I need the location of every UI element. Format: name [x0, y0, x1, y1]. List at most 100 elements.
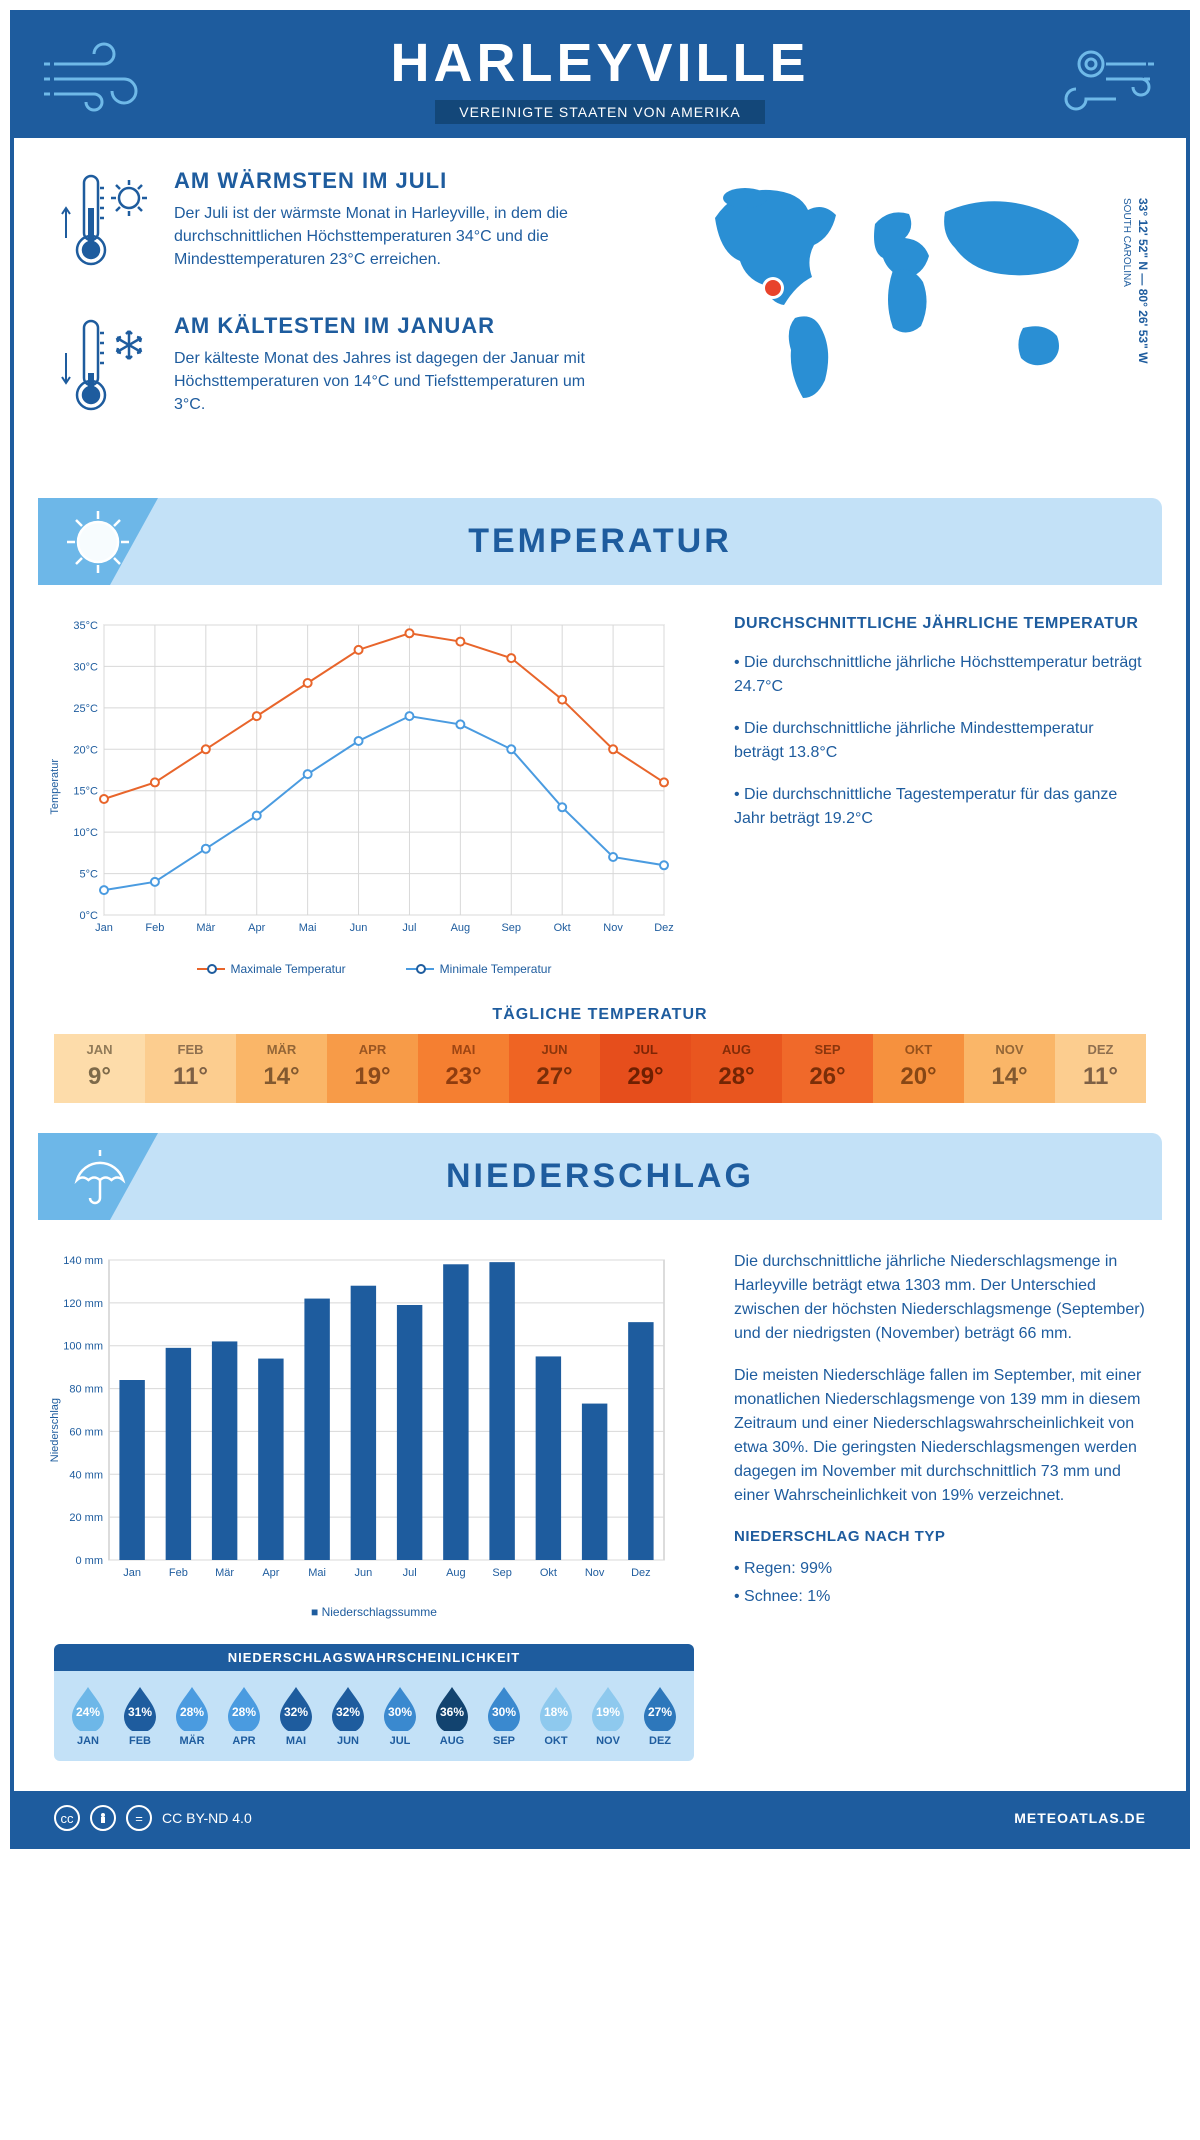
intro-section: AM WÄRMSTEN IM JULI Der Juli ist der wär…	[14, 138, 1186, 478]
svg-text:Feb: Feb	[169, 1567, 188, 1579]
footer: cc = CC BY-ND 4.0 METEOATLAS.DE	[14, 1791, 1186, 1845]
svg-text:0°C: 0°C	[80, 910, 99, 922]
svg-text:100 mm: 100 mm	[63, 1341, 103, 1353]
temperature-title: TEMPERATUR	[38, 522, 1162, 561]
svg-text:Dez: Dez	[631, 1567, 651, 1579]
prob-cell: 30%JUL	[374, 1683, 426, 1747]
svg-text:Aug: Aug	[446, 1567, 466, 1579]
svg-text:Nov: Nov	[603, 922, 623, 934]
svg-text:Sep: Sep	[501, 922, 521, 934]
wind-icon-right	[1036, 34, 1156, 119]
svg-text:Dez: Dez	[654, 922, 674, 934]
svg-text:Jul: Jul	[402, 922, 416, 934]
precipitation-probability-box: NIEDERSCHLAGSWAHRSCHEINLICHKEIT 24%JAN31…	[54, 1644, 694, 1761]
svg-text:10°C: 10°C	[73, 827, 98, 839]
prob-cell: 24%JAN	[62, 1683, 114, 1747]
temperature-stats: DURCHSCHNITTLICHE JÄHRLICHE TEMPERATUR •…	[734, 615, 1146, 976]
svg-text:Jun: Jun	[355, 1567, 373, 1579]
thermometer-sun-icon	[54, 168, 154, 283]
svg-text:5°C: 5°C	[80, 869, 99, 881]
svg-text:25°C: 25°C	[73, 703, 98, 715]
city-title: HARLEYVILLE	[14, 32, 1186, 94]
warmest-text: Der Juli ist der wärmste Monat in Harley…	[174, 202, 614, 272]
prob-cell: 31%FEB	[114, 1683, 166, 1747]
daily-temperature-title: TÄGLICHE TEMPERATUR	[14, 1006, 1186, 1024]
daily-cell: SEP26°	[782, 1034, 873, 1103]
svg-text:0 mm: 0 mm	[76, 1555, 104, 1567]
prob-cell: 36%AUG	[426, 1683, 478, 1747]
svg-text:Jan: Jan	[95, 922, 113, 934]
daily-cell: FEB11°	[145, 1034, 236, 1103]
precipitation-bar-chart: Niederschlag 0 mm20 mm40 mm60 mm80 mm100…	[54, 1250, 694, 1619]
coldest-text: Der kälteste Monat des Jahres ist dagege…	[174, 347, 614, 417]
precipitation-section-header: NIEDERSCHLAG	[38, 1133, 1162, 1220]
stat-line: • Die durchschnittliche jährliche Höchst…	[734, 651, 1146, 699]
svg-text:20 mm: 20 mm	[69, 1512, 103, 1524]
site-name: METEOATLAS.DE	[1014, 1810, 1146, 1826]
warmest-block: AM WÄRMSTEN IM JULI Der Juli ist der wär…	[54, 168, 614, 283]
license: cc = CC BY-ND 4.0	[54, 1805, 252, 1831]
precipitation-legend: Niederschlagssumme	[54, 1605, 694, 1619]
svg-text:20°C: 20°C	[73, 744, 98, 756]
daily-cell: MAI23°	[418, 1034, 509, 1103]
warmest-title: AM WÄRMSTEN IM JULI	[174, 168, 614, 194]
daily-cell: JUL29°	[600, 1034, 691, 1103]
nd-icon: =	[126, 1805, 152, 1831]
svg-text:35°C: 35°C	[73, 620, 98, 632]
svg-text:Nov: Nov	[585, 1567, 605, 1579]
world-map: 33° 12' 52" N — 80° 26' 53" WSOUTH CAROL…	[644, 168, 1146, 458]
prob-cell: 32%MAI	[270, 1683, 322, 1747]
daily-cell: AUG28°	[691, 1034, 782, 1103]
type-line: • Schnee: 1%	[734, 1585, 1146, 1609]
svg-text:Aug: Aug	[451, 922, 471, 934]
daily-cell: MÄR14°	[236, 1034, 327, 1103]
svg-text:Okt: Okt	[554, 922, 571, 934]
svg-text:15°C: 15°C	[73, 786, 98, 798]
header: HARLEYVILLE VEREINIGTE STAATEN VON AMERI…	[14, 14, 1186, 138]
svg-text:Mai: Mai	[308, 1567, 326, 1579]
temperature-line-chart: Temperatur 0°C5°C10°C15°C20°C25°C30°C35°…	[54, 615, 694, 976]
svg-text:60 mm: 60 mm	[69, 1426, 103, 1438]
prob-cell: 30%SEP	[478, 1683, 530, 1747]
svg-text:Mai: Mai	[299, 922, 317, 934]
coldest-title: AM KÄLTESTEN IM JANUAR	[174, 313, 614, 339]
precipitation-text: Die durchschnittliche jährliche Niedersc…	[734, 1250, 1146, 1761]
svg-text:Mär: Mär	[215, 1567, 234, 1579]
svg-text:80 mm: 80 mm	[69, 1384, 103, 1396]
temperature-section-header: TEMPERATUR	[38, 498, 1162, 585]
infographic-frame: HARLEYVILLE VEREINIGTE STAATEN VON AMERI…	[10, 10, 1190, 1849]
daily-cell: JUN27°	[509, 1034, 600, 1103]
daily-temperature-table: JAN9°FEB11°MÄR14°APR19°MAI23°JUN27°JUL29…	[54, 1034, 1146, 1103]
svg-text:Jul: Jul	[403, 1567, 417, 1579]
prob-cell: 18%OKT	[530, 1683, 582, 1747]
precipitation-title: NIEDERSCHLAG	[38, 1157, 1162, 1196]
stat-line: • Die durchschnittliche jährliche Mindes…	[734, 717, 1146, 765]
type-line: • Regen: 99%	[734, 1557, 1146, 1581]
temperature-legend: Maximale Temperatur Minimale Temperatur	[54, 962, 694, 976]
svg-text:Apr: Apr	[248, 922, 265, 934]
cc-icon: cc	[54, 1805, 80, 1831]
svg-text:Sep: Sep	[492, 1567, 512, 1579]
svg-text:Jan: Jan	[123, 1567, 141, 1579]
prob-cell: 27%DEZ	[634, 1683, 686, 1747]
thermometer-snow-icon	[54, 313, 154, 428]
coldest-block: AM KÄLTESTEN IM JANUAR Der kälteste Mona…	[54, 313, 614, 428]
prob-cell: 32%JUN	[322, 1683, 374, 1747]
wind-icon-left	[44, 34, 164, 119]
daily-cell: JAN9°	[54, 1034, 145, 1103]
svg-text:140 mm: 140 mm	[63, 1255, 103, 1267]
prob-cell: 28%APR	[218, 1683, 270, 1747]
svg-text:40 mm: 40 mm	[69, 1469, 103, 1481]
daily-cell: NOV14°	[964, 1034, 1055, 1103]
daily-cell: APR19°	[327, 1034, 418, 1103]
country-subtitle: VEREINIGTE STAATEN VON AMERIKA	[435, 100, 765, 124]
svg-text:30°C: 30°C	[73, 661, 98, 673]
stat-line: • Die durchschnittliche Tagestemperatur …	[734, 783, 1146, 831]
daily-cell: DEZ11°	[1055, 1034, 1146, 1103]
svg-text:Mär: Mär	[196, 922, 215, 934]
coordinates: 33° 12' 52" N — 80° 26' 53" WSOUTH CAROL…	[1117, 198, 1151, 363]
svg-text:Apr: Apr	[262, 1567, 279, 1579]
svg-text:Jun: Jun	[350, 922, 368, 934]
by-icon	[90, 1805, 116, 1831]
prob-cell: 19%NOV	[582, 1683, 634, 1747]
